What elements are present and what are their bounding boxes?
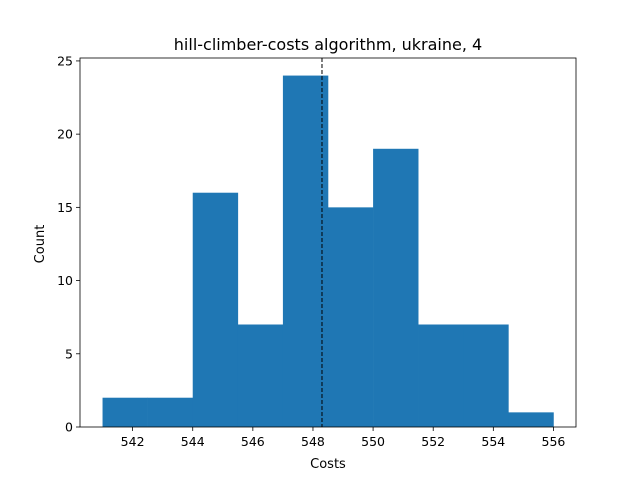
- plot-area-frame: [79, 57, 577, 428]
- y-tick-label: 5: [65, 346, 73, 361]
- x-tick-label: 556: [542, 434, 566, 449]
- x-tick-label: 550: [361, 434, 385, 449]
- x-tick-label: 542: [121, 434, 145, 449]
- y-tick-label: 0: [65, 420, 73, 435]
- histogram-bar-4: [237, 324, 284, 427]
- x-axis-label: Costs: [310, 457, 346, 472]
- y-axis-label: Count: [33, 225, 48, 264]
- histogram-bar-2: [147, 397, 194, 427]
- x-tick-label: 548: [301, 434, 325, 449]
- x-tick-label: 554: [481, 434, 505, 449]
- histogram-bar-9: [463, 324, 509, 427]
- histogram-bar-7: [373, 148, 419, 428]
- histogram-bar-3: [192, 192, 239, 427]
- histogram-bar-5: [282, 75, 329, 428]
- y-tick-label: 25: [57, 53, 73, 68]
- x-tick-label: 544: [181, 434, 205, 449]
- y-tick-label: 20: [57, 127, 73, 142]
- bars-group: [102, 75, 554, 428]
- chart-title: hill-climber-costs algorithm, ukraine, 4: [174, 35, 482, 54]
- histogram-bar-10: [508, 412, 554, 427]
- ticks-group: 542 544 546 548 550 552 554 556 0 5 10 15 20 25: [57, 53, 565, 449]
- histogram-bar-1: [102, 397, 148, 427]
- y-tick-label: 10: [57, 273, 73, 288]
- x-tick-label: 546: [241, 434, 265, 449]
- x-tick-label: 552: [421, 434, 445, 449]
- histogram-bar-8: [418, 324, 464, 427]
- histogram-bar-6: [328, 207, 374, 427]
- y-tick-label: 15: [57, 200, 73, 215]
